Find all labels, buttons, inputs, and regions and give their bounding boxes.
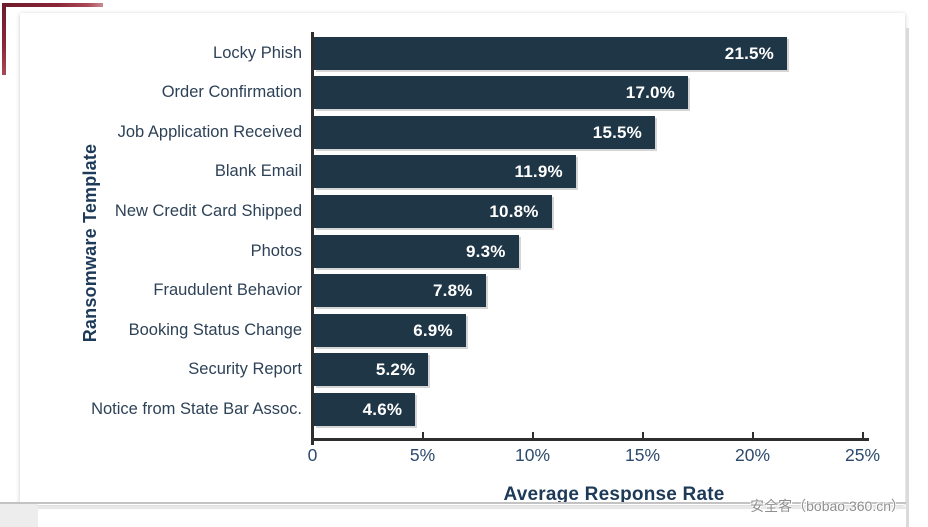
bar: 6.9% xyxy=(314,313,466,347)
bar-value-label: 11.9% xyxy=(514,162,563,182)
category-label: Job Application Received xyxy=(117,122,302,141)
x-axis-tick-label: 10% xyxy=(514,445,551,465)
bar: 10.8% xyxy=(314,194,552,228)
x-axis-tick-mark xyxy=(531,432,534,438)
category-label: Blank Email xyxy=(214,162,302,181)
category-label: Notice from State Bar Assoc. xyxy=(91,399,302,418)
x-axis-tick-mark xyxy=(751,432,754,438)
bar-value-label: 21.5% xyxy=(724,43,774,63)
category-label: Locky Phish xyxy=(213,43,302,62)
bar-value-label: 15.5% xyxy=(592,122,642,142)
category-label: Order Confirmation xyxy=(161,83,302,102)
y-axis-line xyxy=(311,32,314,445)
x-axis-tick-mark xyxy=(641,432,644,438)
bar-value-label: 4.6% xyxy=(362,399,403,419)
x-axis-tick-label: 25% xyxy=(844,445,881,465)
bar: 15.5% xyxy=(314,115,655,149)
x-axis-tick-label: 20% xyxy=(734,445,771,465)
bar-value-label: 6.9% xyxy=(413,320,453,340)
bar: 9.3% xyxy=(314,234,519,268)
corner-bracket-vertical xyxy=(2,3,6,75)
category-label: Booking Status Change xyxy=(128,320,302,339)
bar-value-label: 17.0% xyxy=(625,83,675,103)
corner-bracket-horizontal xyxy=(2,3,103,7)
bar: 7.8% xyxy=(314,274,486,308)
category-label: Photos xyxy=(250,241,302,260)
horizontal-divider-light xyxy=(0,507,907,509)
bar: 21.5% xyxy=(314,36,787,70)
bar-value-label: 9.3% xyxy=(466,241,506,261)
watermark-text: 安全客（bobao.360.cn） xyxy=(750,498,905,514)
category-label: New Credit Card Shipped xyxy=(114,201,302,220)
right-page-strip xyxy=(909,28,928,527)
bar-value-label: 5.2% xyxy=(375,360,416,380)
x-axis-title: Average Response Rate xyxy=(503,484,725,505)
category-label: Security Report xyxy=(188,360,302,379)
horizontal-divider xyxy=(0,502,907,504)
x-axis-tick-mark xyxy=(421,432,424,438)
x-axis-tick-label: 15% xyxy=(624,445,661,465)
bar: 11.9% xyxy=(314,155,576,189)
bottom-left-gray-block xyxy=(0,504,38,527)
bar: 17.0% xyxy=(314,76,688,110)
bar: 4.6% xyxy=(314,392,416,426)
x-axis-tick-label: 5% xyxy=(409,445,436,465)
x-axis-line xyxy=(311,438,869,441)
bar: 5.2% xyxy=(314,353,429,387)
vertical-divider xyxy=(906,28,909,527)
bar-value-label: 10.8% xyxy=(489,201,539,221)
x-axis-tick-mark xyxy=(861,432,864,438)
category-label: Fraudulent Behavior xyxy=(153,281,302,300)
bar-value-label: 7.8% xyxy=(433,281,473,301)
x-axis-tick-label: 0 xyxy=(307,445,318,465)
